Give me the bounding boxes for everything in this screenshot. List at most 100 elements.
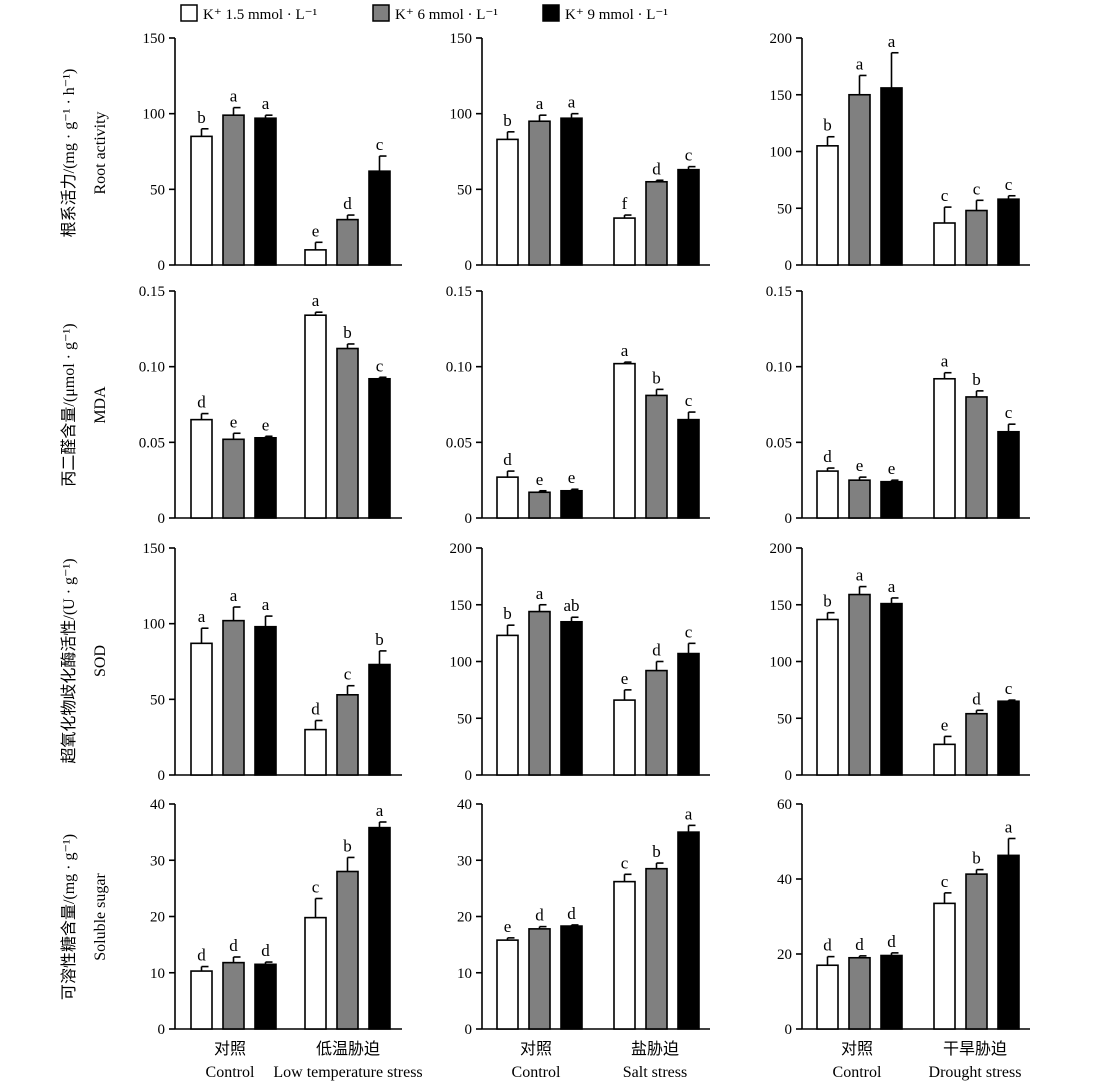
y-tick-label: 0.10 bbox=[766, 360, 792, 376]
y-tick-label: 50 bbox=[777, 711, 792, 727]
bar-k1-5 bbox=[190, 418, 213, 519]
bar-k1-5 bbox=[496, 476, 519, 519]
bar-k1-5 bbox=[304, 314, 327, 519]
y-tick-label: 0 bbox=[465, 768, 473, 784]
significance-letter: d bbox=[652, 641, 661, 660]
col0-group1-cn: 低温胁迫 bbox=[316, 1040, 380, 1058]
significance-letter: d bbox=[311, 700, 320, 719]
bar-k1-5 bbox=[304, 916, 327, 1030]
significance-letter: a bbox=[262, 595, 270, 614]
bar-k6 bbox=[528, 120, 551, 266]
y-tick-label: 0 bbox=[158, 511, 166, 527]
significance-letter: e bbox=[568, 468, 576, 487]
significance-letter: a bbox=[376, 801, 384, 820]
bar-k1-5 bbox=[613, 362, 636, 519]
bar-k9 bbox=[560, 620, 583, 776]
y-tick-label: 200 bbox=[450, 541, 473, 557]
y-tick-label: 200 bbox=[770, 31, 793, 47]
y-tick-label: 0.05 bbox=[446, 435, 472, 451]
significance-letter: c bbox=[312, 878, 320, 897]
significance-letter: a bbox=[856, 54, 864, 73]
y-tick-label: 40 bbox=[457, 797, 472, 813]
bar-k9 bbox=[997, 700, 1020, 776]
bar-k1-5 bbox=[613, 217, 636, 266]
significance-letter: b bbox=[503, 111, 512, 130]
row-label-en-root: Root activity bbox=[92, 111, 109, 194]
bar-k6 bbox=[336, 218, 359, 266]
significance-letter: b bbox=[972, 370, 981, 389]
significance-letter: d bbox=[855, 935, 864, 954]
panel-r1-c1: 0 0.05 0.10 0.15 d e e a b c bbox=[446, 284, 710, 527]
significance-letter: c bbox=[685, 146, 693, 165]
col1-group1-cn: 盐胁迫 bbox=[631, 1040, 679, 1058]
bar-k6 bbox=[528, 610, 551, 776]
bar-k1-5 bbox=[613, 880, 636, 1030]
y-tick-label: 0 bbox=[158, 258, 166, 274]
panel-r0-c1: 0 50 100 150 b a a f d c bbox=[450, 31, 710, 274]
bar-k1-5 bbox=[933, 743, 956, 776]
significance-letter: a bbox=[888, 32, 896, 51]
panel-r2-c2: 0 50 100 150 200 b a a e d c bbox=[770, 541, 1030, 784]
bar-k6 bbox=[528, 928, 551, 1030]
significance-letter: e bbox=[230, 412, 238, 431]
panel-r2-c1: 0 50 100 150 200 b aab e d c bbox=[450, 541, 710, 784]
y-tick-label: 0 bbox=[465, 1022, 473, 1038]
significance-letter: c bbox=[941, 186, 949, 205]
legend-swatch-k1 bbox=[180, 4, 198, 22]
legend-label-k1: K⁺ 1.5 mmol · L⁻¹ bbox=[203, 7, 317, 23]
panel-r3-c0: 0 10 20 30 40 d d d c b a bbox=[150, 797, 402, 1038]
bar-k6 bbox=[965, 873, 988, 1030]
bar-k6 bbox=[645, 180, 668, 266]
y-tick-label: 0 bbox=[785, 1022, 793, 1038]
significance-letter: d bbox=[652, 159, 661, 178]
bar-k6 bbox=[645, 867, 668, 1030]
y-tick-label: 30 bbox=[457, 853, 472, 869]
row-labels: 根系活力/(mg · g⁻¹ · h⁻¹) Root activity 丙二醛含… bbox=[60, 69, 109, 1000]
bar-k6 bbox=[965, 209, 988, 266]
bar-k9 bbox=[997, 854, 1020, 1030]
significance-letter: c bbox=[376, 356, 384, 375]
y-tick-label: 0 bbox=[785, 768, 793, 784]
bar-k6 bbox=[645, 669, 668, 776]
significance-letter: e bbox=[888, 459, 896, 478]
bar-k6 bbox=[336, 693, 359, 776]
y-tick-label: 20 bbox=[777, 947, 792, 963]
y-tick-label: 0.05 bbox=[139, 435, 165, 451]
y-tick-label: 100 bbox=[770, 145, 793, 161]
bar-k9 bbox=[254, 117, 277, 266]
col1-group1-en: Salt stress bbox=[623, 1064, 687, 1081]
bar-k1-5 bbox=[190, 642, 213, 776]
bar-k9 bbox=[880, 954, 903, 1030]
significance-letter: b bbox=[972, 849, 981, 868]
bar-k9 bbox=[677, 652, 700, 776]
y-tick-label: 50 bbox=[457, 182, 472, 198]
significance-letter: c bbox=[376, 135, 384, 154]
bar-k6 bbox=[336, 347, 359, 519]
bar-k1-5 bbox=[933, 902, 956, 1030]
y-tick-label: 40 bbox=[777, 872, 792, 888]
bar-k1-5 bbox=[816, 145, 839, 266]
col0-group1-en: Low temperature stress bbox=[273, 1064, 422, 1081]
col1-group0-cn: 对照 bbox=[520, 1040, 552, 1058]
bar-k6 bbox=[848, 93, 871, 266]
col0-group0-cn: 对照 bbox=[214, 1040, 246, 1058]
significance-letter: c bbox=[344, 665, 352, 684]
significance-letter: e bbox=[504, 917, 512, 936]
panel-r3-c1: 0 10 20 30 40 e d d c b a bbox=[457, 797, 710, 1038]
bar-k1-5 bbox=[816, 618, 839, 776]
significance-letter: d bbox=[261, 941, 270, 960]
bar-k6 bbox=[848, 479, 871, 519]
panel-r0-c2: 0 50 100 150 200 b a a c c c bbox=[770, 31, 1030, 274]
legend-label-k3: K⁺ 9 mmol · L⁻¹ bbox=[565, 7, 668, 23]
significance-letter: d bbox=[535, 906, 544, 925]
col2-group1-cn: 干旱胁迫 bbox=[943, 1040, 1007, 1058]
bar-k9 bbox=[560, 925, 583, 1030]
legend: K⁺ 1.5 mmol · L⁻¹ K⁺ 6 mmol · L⁻¹ K⁺ 9 m… bbox=[180, 4, 668, 23]
bar-k9 bbox=[997, 198, 1020, 266]
y-tick-label: 200 bbox=[770, 541, 793, 557]
legend-swatch-k2 bbox=[372, 4, 390, 22]
bar-k9 bbox=[880, 480, 903, 519]
y-tick-label: 60 bbox=[777, 797, 792, 813]
significance-letter: a bbox=[1005, 818, 1013, 837]
